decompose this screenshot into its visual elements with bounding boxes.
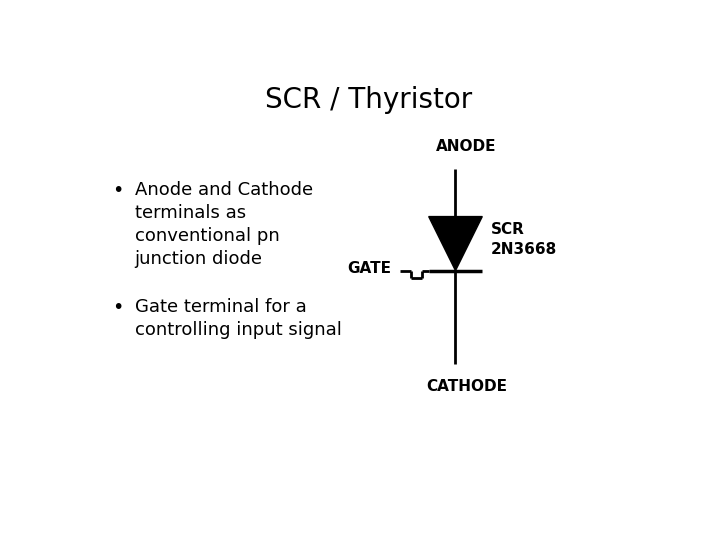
- Text: GATE: GATE: [347, 261, 392, 276]
- Text: •: •: [112, 181, 124, 200]
- Text: conventional pn: conventional pn: [135, 227, 279, 245]
- Polygon shape: [428, 217, 482, 271]
- Text: terminals as: terminals as: [135, 204, 246, 222]
- Text: junction diode: junction diode: [135, 250, 263, 268]
- Text: SCR
2N3668: SCR 2N3668: [490, 222, 557, 257]
- Text: •: •: [112, 298, 124, 316]
- Text: controlling input signal: controlling input signal: [135, 321, 341, 339]
- Text: ANODE: ANODE: [436, 139, 497, 154]
- Text: Anode and Cathode: Anode and Cathode: [135, 181, 312, 199]
- Text: Gate terminal for a: Gate terminal for a: [135, 298, 307, 316]
- Text: SCR / Thyristor: SCR / Thyristor: [266, 85, 472, 113]
- Text: CATHODE: CATHODE: [426, 379, 507, 394]
